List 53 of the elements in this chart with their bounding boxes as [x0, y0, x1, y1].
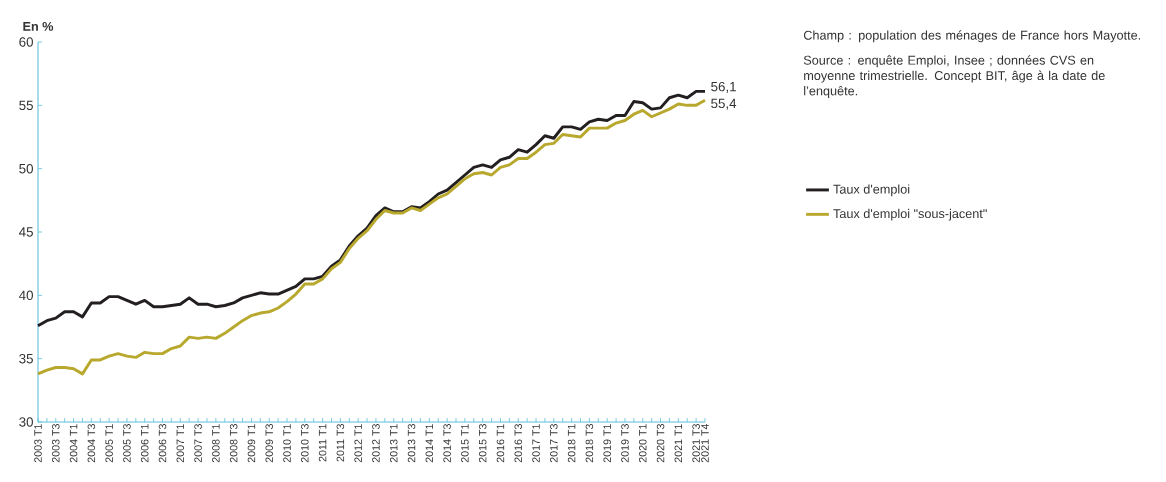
x-tick-label: 2007 T3 [194, 424, 202, 463]
x-tick-label: 2013 T3 [407, 424, 416, 463]
y-tick-label: 55 [19, 100, 33, 110]
text: Champ : population des ménages de France hors Mayotte. [803, 30, 1141, 43]
x-tick-label: 2010 T3 [301, 424, 309, 463]
x-tick-label: 2015 T1 [461, 424, 469, 463]
y-tick-label: 60 [19, 37, 33, 47]
x-tick-label: 2016 T1 [496, 424, 505, 463]
x-tick-label: 2008 T3 [229, 424, 238, 463]
x-tick-label: 2006 T1 [140, 424, 149, 463]
x-tick-label: 2018 T1 [567, 424, 576, 463]
x-tick-label: 2011 T1 [318, 424, 327, 462]
x-tick-label: 2003 T1 [34, 424, 42, 463]
x-tick-label: 2021 T1 [674, 424, 683, 463]
y-tick-label: 35 [19, 353, 33, 364]
x-tick-label: 2012 T3 [372, 424, 380, 463]
data-label: 55,4 [711, 98, 737, 110]
x-tick-label: 2012 T1 [354, 424, 362, 463]
y-axis-title: En % [23, 21, 54, 31]
y-tick-label: 45 [19, 227, 33, 237]
x-tick-label: 2003 T3 [52, 424, 60, 463]
x-tick-label: 2005 T3 [123, 424, 131, 463]
source-note: Source : enquête Emploi, Insee ; données CVS en moyenne trimestrielle. Concept BIT, âge à la date de l’enquête. [803, 55, 1105, 98]
x-tick-label: 2007 T1 [176, 424, 185, 463]
x-tick-label: 2020 T3 [656, 424, 665, 463]
legend-label: Taux d'emploi [833, 184, 910, 197]
x-tick-label: 2021 T3 [692, 424, 700, 463]
y-tick-label: 50 [19, 163, 33, 174]
x-tick-label: 2013 T1 [389, 424, 398, 463]
x-tick-label: 2017 T1 [532, 424, 540, 463]
y-tick-label: 30 [19, 417, 33, 427]
x-tick-label: 2017 T3 [550, 424, 558, 463]
x-tick-label: 2006 T3 [158, 424, 167, 463]
x-tick-label: 2019 T3 [621, 424, 629, 463]
x-tick-label: 2004 T3 [87, 424, 96, 463]
x-tick-label: 2010 T1 [283, 424, 291, 463]
x-tick-label: 2018 T3 [585, 424, 594, 463]
x-tick-label: 2016 T3 [514, 424, 523, 463]
x-tick-label: 2014 T1 [425, 424, 434, 463]
x-tick-label: 2020 T1 [638, 424, 647, 463]
legend-label: Taux d'emploi "sous-jacent" [833, 208, 987, 221]
x-tick-label: 2009 T1 [247, 424, 256, 463]
x-tick-label: 2005 T1 [105, 424, 113, 463]
x-tick-label: 2015 T3 [478, 424, 487, 463]
x-tick-label: 2011 T3 [336, 424, 345, 462]
y-tick-label: 40 [19, 290, 33, 301]
x-tick-label: 2021 T4 [701, 423, 709, 463]
x-tick-label: 2009 T3 [265, 424, 274, 463]
x-tick-label: 2008 T1 [212, 424, 220, 463]
data-label: 56,1 [711, 81, 736, 93]
x-tick-label: 2014 T3 [443, 424, 451, 463]
x-tick-label: 2004 T1 [69, 424, 78, 463]
x-tick-label: 2019 T1 [603, 424, 611, 463]
